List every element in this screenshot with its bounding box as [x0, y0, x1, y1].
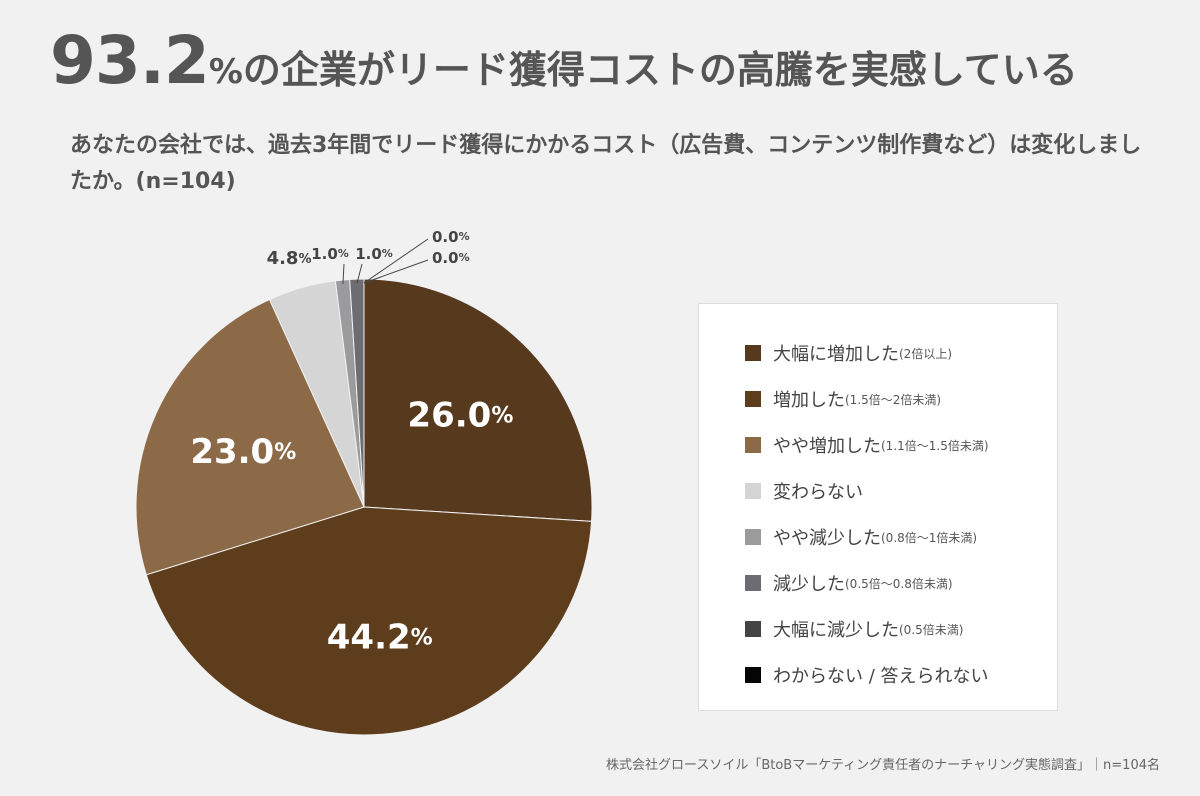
callout-line-5: [342, 263, 345, 285]
legend-item-7: 大幅に減少した (0.5倍未満): [699, 606, 1057, 652]
legend-label: 減少した: [773, 574, 845, 595]
headline-number: 93.2: [50, 22, 210, 99]
legend-label: 増加した: [773, 390, 845, 411]
legend-swatch: [745, 391, 761, 407]
legend-label: やや増加した: [773, 436, 881, 457]
legend-note: (0.8倍～1倍未満): [881, 530, 978, 545]
callout-line-8: [363, 259, 429, 284]
slice-label-4: 4.8%: [267, 248, 312, 269]
legend-item-8: わからない / 答えられない: [699, 652, 1057, 698]
slice-label-3: 23.0%: [190, 431, 296, 471]
callout-line-6: [356, 263, 363, 284]
legend-swatch: [745, 621, 761, 637]
legend-swatch: [745, 483, 761, 499]
legend-swatch: [745, 575, 761, 591]
legend-swatch: [745, 345, 761, 361]
slice-label-8: 0.0%: [432, 249, 470, 267]
legend-item-3: やや増加した (1.1倍～1.5倍未満): [699, 422, 1057, 468]
legend-label: わからない / 答えられない: [773, 666, 989, 687]
headline-text: の企業がリード獲得コストの高騰を実感している: [242, 48, 1078, 92]
headline-percent: %: [208, 52, 243, 92]
legend-label: 大幅に増加した: [773, 344, 899, 365]
legend-swatch: [745, 667, 761, 683]
pie-slice-6: [349, 278, 365, 508]
legend-item-6: 減少した (0.5倍～0.8倍未満): [699, 560, 1057, 606]
legend-item-1: 大幅に増加した (2倍以上): [699, 330, 1057, 376]
slice-label-7: 0.0%: [432, 228, 470, 246]
legend-label: 大幅に減少した: [773, 620, 899, 641]
callout-line-7: [363, 238, 429, 284]
slice-label-2: 44.2%: [327, 617, 433, 657]
legend-item-5: やや減少した (0.8倍～1倍未満): [699, 514, 1057, 560]
legend-label: 変わらない: [773, 482, 863, 503]
legend-label: やや減少した: [773, 528, 881, 549]
legend-item-4: 変わらない: [699, 468, 1057, 514]
source-credit: 株式会社グロースソイル「BtoBマーケティング責任者のナーチャリング実態調査」｜…: [605, 758, 1160, 773]
legend-swatch: [745, 437, 761, 453]
slice-label-1: 26.0%: [407, 395, 513, 435]
legend-swatch: [745, 529, 761, 545]
legend-note: (0.5倍～0.8倍未満): [845, 576, 953, 591]
legend-item-2: 増加した (1.5倍～2倍未満): [699, 376, 1057, 422]
headline: 93.2%の企業がリード獲得コストの高騰を実感している: [50, 28, 1078, 94]
pie-slice-1: [363, 278, 593, 522]
pie-slice-3: [135, 298, 365, 576]
legend-note: (0.5倍未満): [899, 622, 964, 637]
legend-note: (2倍以上): [899, 346, 952, 361]
legend-note: (1.1倍～1.5倍未満): [881, 438, 989, 453]
legend: 大幅に増加した (2倍以上) 増加した (1.5倍～2倍未満) やや増加した (1.1倍～…: [698, 303, 1058, 711]
slice-label-5: 1.0%: [311, 245, 349, 263]
legend-note: (1.5倍～2倍未満): [845, 392, 942, 407]
pie-slice-2: [145, 506, 593, 736]
question-text: あなたの会社では、過去3年間でリード獲得にかかるコスト（広告費、コンテンツ制作費…: [70, 133, 1142, 194]
slice-label-6: 1.0%: [355, 245, 393, 263]
